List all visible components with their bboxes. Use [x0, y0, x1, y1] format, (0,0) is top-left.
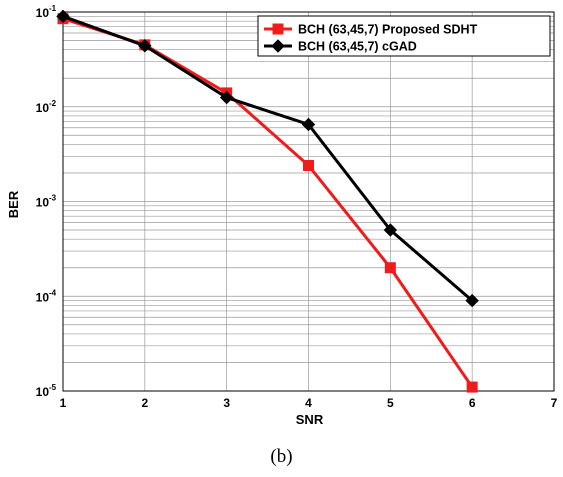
data-point: [383, 223, 398, 237]
series-line: [62, 17, 474, 388]
y-tick-label: 10: [36, 196, 50, 210]
legend-label: BCH (63,45,7) Proposed SDHT: [298, 23, 478, 37]
y-tick-label: 10: [36, 290, 50, 304]
y-tick-exponent: -4: [49, 288, 57, 297]
y-tick-label: 10: [36, 101, 50, 115]
grid-lines: [62, 12, 555, 392]
x-axis-label: SNR: [296, 412, 324, 427]
plot-frame: [62, 11, 555, 392]
data-point: [138, 39, 152, 53]
series-2: [56, 9, 479, 308]
legend-box: [257, 15, 551, 57]
y-tick-exponent: -2: [49, 99, 57, 108]
x-tick-label: 3: [223, 396, 230, 410]
data-point: [56, 9, 70, 24]
legend: BCH (63,45,7) Proposed SDHT BCH (63,45,7)…: [257, 15, 551, 57]
x-tick-label: 5: [387, 396, 394, 410]
x-tick-label: 2: [141, 396, 148, 410]
data-point: [466, 381, 478, 393]
legend-square-marker: [272, 23, 284, 35]
y-tick-exponent: -1: [49, 4, 57, 13]
axis-labels: SNR BER: [6, 190, 324, 427]
series-1: [57, 13, 478, 393]
data-point: [219, 90, 234, 105]
plot-axes: 1 2 3 4 5 6 710-510-410-310-210-1: [36, 4, 558, 410]
y-tick-exponent: -3: [49, 194, 57, 203]
y-tick-label: 10: [36, 6, 50, 20]
x-tick-label: 1: [60, 396, 67, 410]
x-tick-label: 4: [305, 396, 312, 410]
x-tick-label: 6: [469, 396, 476, 410]
ber-vs-snr-chart: 1 2 3 4 5 6 710-510-410-310-210-1 BCH (63,45,7…: [6, 4, 558, 427]
legend-item: BCH (63,45,7) cGAD: [264, 39, 417, 54]
y-tick-exponent: -5: [49, 383, 57, 392]
data-point: [384, 262, 396, 274]
figure-caption: (b): [270, 446, 293, 467]
data-point: [465, 293, 479, 308]
legend-label: BCH (63,45,7) cGAD: [298, 40, 417, 54]
y-tick-label: 10: [36, 385, 50, 399]
data-point: [303, 159, 314, 171]
data-point: [301, 117, 316, 132]
y-axis-label: BER: [6, 190, 21, 218]
series-line: [62, 14, 474, 302]
data-series: [56, 9, 479, 393]
legend-item: BCH (63,45,7) Proposed SDHT: [264, 23, 478, 37]
legend-diamond-marker: [271, 39, 285, 53]
x-tick-label: 7: [551, 396, 558, 410]
